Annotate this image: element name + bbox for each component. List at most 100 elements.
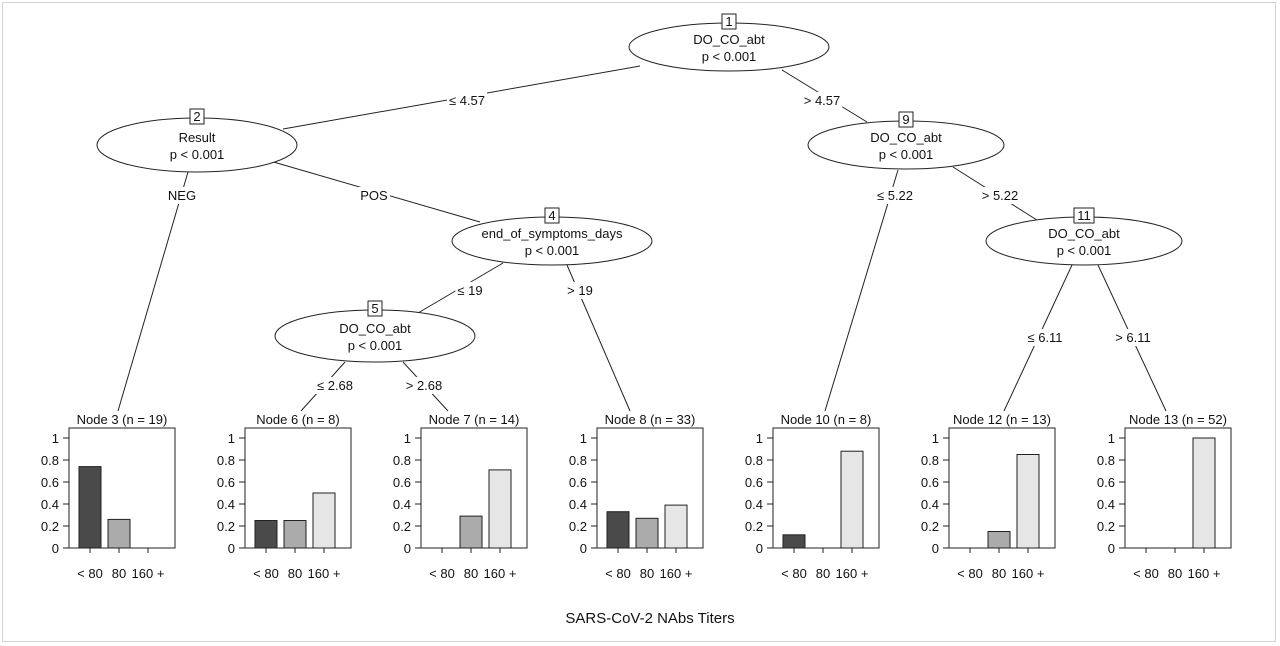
x-tick-label: 160 + [132, 566, 165, 581]
node-variable: DO_CO_abt [870, 130, 942, 145]
edge-label: > 19 [567, 283, 593, 298]
panel-title-bg [254, 412, 342, 427]
x-tick-label: 80 [464, 566, 478, 581]
panel-frame [1124, 427, 1232, 549]
y-tick-label: 0.8 [569, 453, 587, 468]
y-tick-label: 0.8 [1097, 453, 1115, 468]
y-tick-label: 0.4 [393, 497, 411, 512]
inner-node-2: 2 Result p < 0.001 [96, 108, 298, 173]
x-tick-label: 80 [816, 566, 830, 581]
y-tick-label: 0.4 [41, 497, 59, 512]
edge-label-bg [165, 187, 199, 204]
edge-label: > 4.57 [804, 93, 841, 108]
y-tick-label: 0 [228, 541, 235, 556]
x-tick-label: 160 + [660, 566, 693, 581]
y-tick-label: 0.2 [921, 519, 939, 534]
edge-label: ≤ 4.57 [449, 93, 485, 108]
edge-label: ≤ 19 [457, 283, 482, 298]
x-tick-label: < 80 [957, 566, 983, 581]
x-tick-label: 160 + [308, 566, 341, 581]
y-tick-label: 0.8 [921, 453, 939, 468]
y-tick-label: 0.4 [217, 497, 235, 512]
panel-title-bg [426, 412, 522, 427]
node-id: 5 [371, 301, 378, 316]
node-id-box [1073, 207, 1095, 224]
node-id-box [898, 111, 914, 128]
node-id: 4 [548, 208, 555, 223]
y-tick-label: 0.8 [41, 453, 59, 468]
x-tick-label: 160 + [484, 566, 517, 581]
bar-1 [606, 511, 630, 549]
panel-title-bg [951, 412, 1053, 427]
edge-label-bg [1025, 329, 1065, 346]
y-tick-label: 1 [932, 431, 939, 446]
edge-label-bg [1113, 329, 1153, 346]
panel-title: Node 7 (n = 14) [429, 412, 520, 427]
node-variable: DO_CO_abt [1048, 226, 1120, 241]
panel-title: Node 3 (n = 19) [77, 412, 168, 427]
edge-label: ≤ 6.11 [1027, 330, 1062, 345]
x-tick-label: 160 + [1012, 566, 1045, 581]
edge-label-bg [403, 377, 445, 394]
edge-label: > 2.68 [406, 378, 443, 393]
node-id-box [544, 207, 560, 224]
edge-label-bg [455, 282, 485, 299]
edge-label: > 5.22 [982, 188, 1019, 203]
bar-2 [987, 531, 1011, 549]
y-tick-label: 0 [932, 541, 939, 556]
edge-label: ≤ 2.68 [317, 378, 353, 393]
node-variable: DO_CO_abt [693, 32, 765, 47]
y-tick-label: 0.6 [217, 475, 235, 490]
x-tick-label: < 80 [77, 566, 103, 581]
y-tick-label: 0.4 [745, 497, 763, 512]
edge-label-bg [565, 282, 595, 299]
x-tick-label: 80 [1168, 566, 1182, 581]
terminal-panel: Node 12 (n = 13) 0 0.2 0.4 0.6 0.8 1 < 80 80 160 … [921, 412, 1056, 581]
y-tick-label: 0.8 [745, 453, 763, 468]
terminal-panel: Node 13 (n = 52) 0 0.2 0.4 0.6 0.8 1 < 80 80 160 … [1097, 412, 1232, 581]
y-tick-label: 0 [580, 541, 587, 556]
node-id: 9 [902, 112, 909, 127]
y-tick-label: 1 [404, 431, 411, 446]
panel-title: Node 13 (n = 52) [1129, 412, 1227, 427]
panel-title-bg [74, 412, 170, 427]
y-tick-label: 0.6 [745, 475, 763, 490]
terminal-panels-layer: Node 3 (n = 19) 0 0.2 0.4 0.6 0.8 1 < 80 80 160 +… [41, 412, 1232, 581]
y-tick-label: 1 [52, 431, 59, 446]
bar-1 [782, 534, 806, 549]
y-tick-label: 0.2 [41, 519, 59, 534]
node-variable: end_of_symptoms_days [482, 226, 623, 241]
bar-2 [459, 515, 483, 549]
x-tick-label: < 80 [781, 566, 807, 581]
node-ellipse [274, 309, 476, 363]
figure-caption: SARS-CoV-2 NAbs Titers [565, 610, 735, 627]
bar-2 [107, 518, 131, 549]
panel-title-bg [602, 412, 698, 427]
terminal-panel: Node 10 (n = 8) 0 0.2 0.4 0.6 0.8 1 < 80 80 160 + [745, 412, 880, 581]
terminal-panel: Node 3 (n = 19) 0 0.2 0.4 0.6 0.8 1 < 80 80 160 + [41, 412, 176, 581]
y-tick-label: 0.4 [1097, 497, 1115, 512]
node-variable: Result [179, 130, 216, 145]
y-tick-label: 0.8 [217, 453, 235, 468]
panel-frame [772, 427, 880, 549]
bar-2 [635, 517, 659, 549]
node-p-value: p < 0.001 [170, 147, 225, 162]
edge-label: > 6.11 [1115, 330, 1151, 345]
x-tick-label: 80 [112, 566, 126, 581]
bar-3 [840, 450, 864, 549]
y-tick-label: 0.2 [217, 519, 235, 534]
edge-label-bg [874, 187, 916, 204]
panel-title: Node 12 (n = 13) [953, 412, 1051, 427]
edge-label-bg [358, 187, 391, 204]
bar-3 [312, 492, 336, 549]
y-tick-label: 1 [580, 431, 587, 446]
panel-title: Node 8 (n = 33) [605, 412, 696, 427]
y-tick-label: 0 [404, 541, 411, 556]
bar-3 [1016, 454, 1040, 549]
